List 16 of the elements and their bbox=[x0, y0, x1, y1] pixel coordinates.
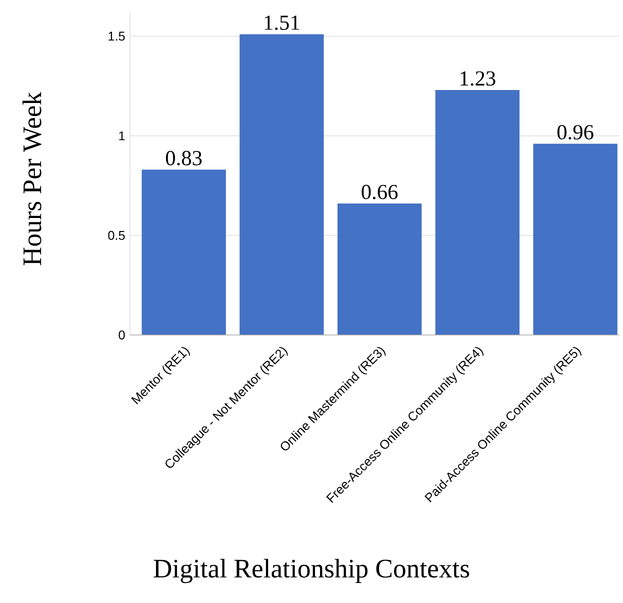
bar bbox=[240, 34, 324, 335]
y-tick-label: 1 bbox=[119, 131, 125, 140]
data-label: 0.66 bbox=[362, 184, 398, 200]
bar bbox=[142, 170, 226, 335]
y-tick-label: 0.5 bbox=[108, 230, 125, 240]
x-axis-title: Digital Relationship Contexts bbox=[154, 558, 470, 584]
y-tick-label: 1.5 bbox=[108, 32, 125, 41]
y-tick-label: 0 bbox=[118, 330, 125, 340]
y-axis-title: Hours Per Week bbox=[22, 92, 42, 266]
data-label: 1.23 bbox=[460, 71, 496, 86]
data-label: 0.96 bbox=[557, 125, 594, 140]
bar bbox=[533, 144, 618, 335]
bar bbox=[435, 90, 520, 335]
data-label: 1.51 bbox=[264, 16, 300, 30]
data-label: 0.83 bbox=[166, 150, 202, 166]
bar bbox=[337, 204, 422, 335]
